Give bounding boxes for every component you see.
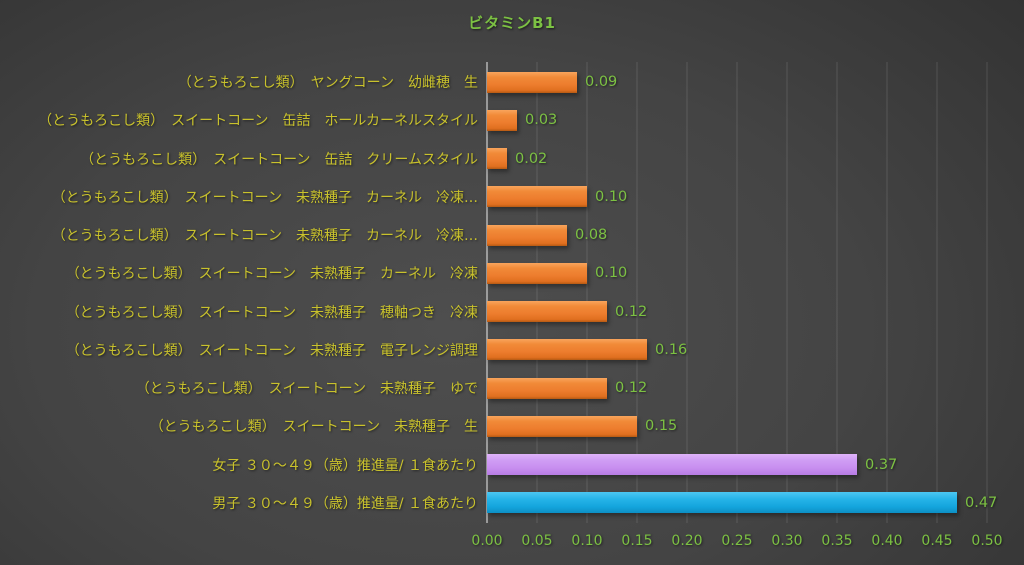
- value-label: 0.16: [655, 341, 688, 358]
- bar-row: 0.03: [487, 101, 987, 139]
- gridline: [586, 62, 588, 523]
- gridline: [736, 62, 738, 523]
- value-label: 0.47: [965, 494, 998, 511]
- value-label: 0.02: [515, 150, 548, 167]
- x-tick-label: 0.00: [471, 533, 503, 549]
- gridline: [836, 62, 838, 523]
- category-label: （とうもろこし類） スイートコーン 缶詰 ホールカーネルスタイル: [38, 113, 478, 130]
- value-axis-line: [486, 62, 488, 523]
- bar-orange: [487, 262, 587, 284]
- value-label: 0.15: [645, 418, 678, 435]
- bar-orange: [487, 301, 607, 323]
- bar-row: 0.12: [487, 293, 987, 331]
- chart-title: ビタミンB1: [468, 14, 556, 32]
- value-axis: 0.00 0.05 0.10 0.15 0.20 0.25 0.30 0.35 0.40 0.45…: [471, 533, 1002, 553]
- x-tick-label: 0.15: [621, 533, 653, 549]
- bar-orange: [487, 339, 647, 361]
- category-label: （とうもろこし類） スイートコーン 未熟種子 ゆで: [135, 381, 478, 398]
- gridline: [986, 62, 988, 523]
- x-tick-label: 0.30: [771, 533, 803, 549]
- value-label: 0.10: [595, 265, 628, 282]
- category-label: 女子 ３０～４９（歳）推進量/ １食あたり: [212, 457, 478, 474]
- gridline: [536, 62, 538, 523]
- bar-row: 0.37: [487, 446, 987, 484]
- value-label: 0.12: [615, 303, 648, 320]
- bar-purple: [487, 454, 857, 476]
- bar-orange: [487, 71, 577, 93]
- x-tick-label: 0.35: [821, 533, 853, 549]
- value-label: 0.03: [525, 112, 558, 129]
- plot-area: 0.09 0.03 0.02 0.10 0.08 0.10 0.12 0.16 0.12 0.15…: [487, 63, 997, 522]
- bar-orange: [487, 377, 607, 399]
- category-label: （とうもろこし類） スイートコーン 未熟種子 穂軸つき 冷凍: [65, 304, 478, 321]
- x-tick-label: 0.20: [671, 533, 703, 549]
- value-label: 0.12: [615, 380, 648, 397]
- bar-orange: [487, 415, 637, 437]
- value-label: 0.10: [595, 188, 628, 205]
- bar-row: 0.10: [487, 254, 987, 292]
- bar-orange: [487, 224, 567, 246]
- x-tick-label: 0.45: [921, 533, 953, 549]
- category-label: （とうもろこし類） ヤングコーン 幼雌穂 生: [177, 75, 478, 92]
- x-tick-label: 0.25: [721, 533, 753, 549]
- category-label: （とうもろこし類） スイートコーン 未熟種子 カーネル 冷凍: [65, 266, 478, 283]
- category-label: （とうもろこし類） スイートコーン 未熟種子 生: [149, 419, 478, 436]
- bar-orange: [487, 148, 507, 170]
- x-tick-label: 0.50: [971, 533, 1003, 549]
- gridline: [686, 62, 688, 523]
- x-tick-label: 0.10: [571, 533, 603, 549]
- bar-orange: [487, 186, 587, 208]
- bar-row: 0.10: [487, 178, 987, 216]
- gridline: [786, 62, 788, 523]
- gridline: [886, 62, 888, 523]
- category-label: 男子 ３０～４９（歳）推進量/ １食あたり: [212, 495, 478, 512]
- gridlines: [486, 62, 988, 523]
- value-label: 0.37: [865, 456, 898, 473]
- category-label: （とうもろこし類） スイートコーン 未熟種子 カーネル 冷凍…: [51, 189, 478, 206]
- category-label: （とうもろこし類） スイートコーン 缶詰 クリームスタイル: [80, 151, 478, 168]
- gridline: [636, 62, 638, 523]
- bar-row: 0.47: [487, 484, 997, 522]
- bar-row: 0.09: [487, 63, 987, 101]
- category-label: （とうもろこし類） スイートコーン 未熟種子 電子レンジ調理: [65, 342, 478, 359]
- bar-row: 0.15: [487, 407, 987, 445]
- bar-row: 0.08: [487, 216, 987, 254]
- gridline: [936, 62, 938, 523]
- bar-blue: [487, 492, 957, 514]
- value-label: 0.09: [585, 74, 618, 91]
- bar-orange: [487, 109, 517, 131]
- category-axis: （とうもろこし類） ヤングコーン 幼雌穂 生 （とうもろこし類） スイートコーン …: [0, 63, 478, 522]
- x-tick-label: 0.40: [871, 533, 903, 549]
- bar-row: 0.02: [487, 140, 987, 178]
- bar-row: 0.12: [487, 369, 987, 407]
- x-tick-label: 0.05: [521, 533, 553, 549]
- category-label: （とうもろこし類） スイートコーン 未熟種子 カーネル 冷凍…: [51, 228, 478, 245]
- bar-row: 0.16: [487, 331, 987, 369]
- value-label: 0.08: [575, 227, 608, 244]
